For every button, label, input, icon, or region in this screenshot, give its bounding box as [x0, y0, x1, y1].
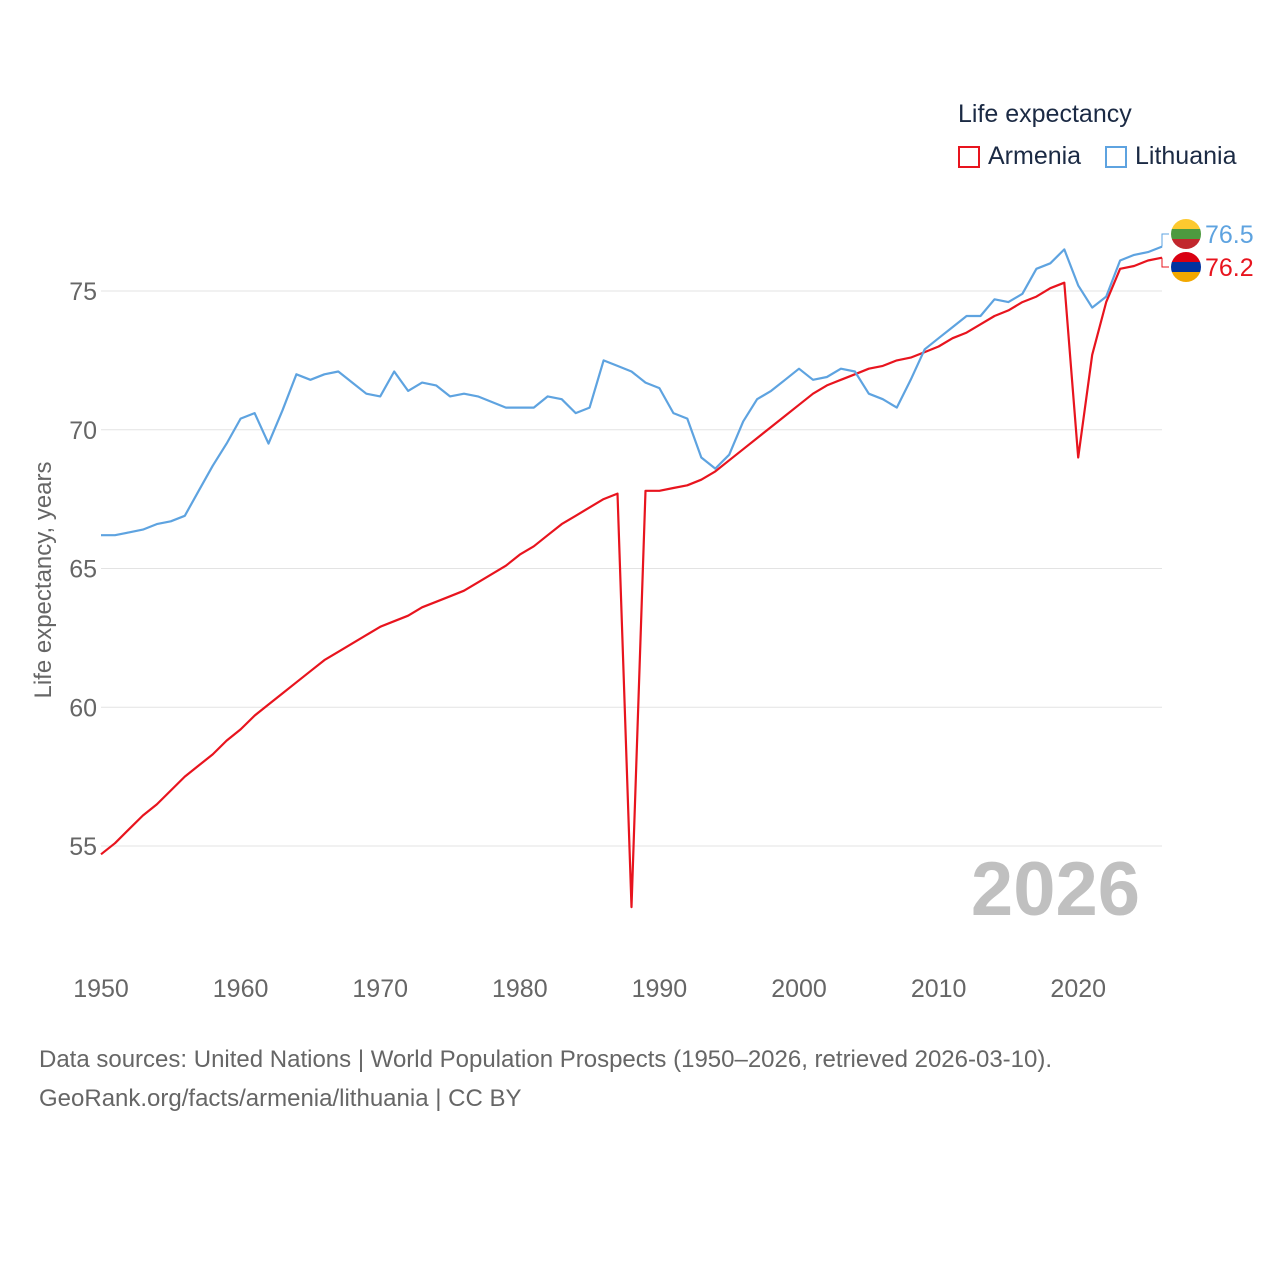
current-year-label: 2026 — [970, 847, 1140, 932]
armenia-flag-icon — [1171, 252, 1201, 282]
x-tick-label-2000: 2000 — [771, 975, 827, 1003]
y-axis-label: Life expectancy, years — [30, 461, 57, 698]
x-tick-label-2020: 2020 — [1050, 975, 1106, 1003]
legend-swatch-armenia — [958, 145, 980, 168]
x-tick-label-1990: 1990 — [632, 975, 688, 1003]
legend-label-armenia: Armenia — [988, 142, 1082, 170]
legend-swatch-lithuania — [1105, 145, 1127, 168]
attribution-link[interactable]: GeoRank.org/facts/armenia/lithuania | CC… — [39, 1085, 522, 1112]
end-labels: 76.2 76.5 — [1161, 219, 1254, 282]
x-tick-label-1960: 1960 — [213, 975, 269, 1003]
y-tick-label-70: 70 — [69, 417, 97, 445]
legend-item-lithuania[interactable]: Lithuania — [1105, 142, 1236, 171]
legend-item-armenia[interactable]: Armenia — [958, 142, 1081, 171]
x-tick-label-1950: 1950 — [73, 975, 129, 1003]
y-tick-label-75: 75 — [69, 278, 97, 306]
series-line-armenia[interactable] — [100, 256, 1163, 909]
y-tick-label-65: 65 — [69, 556, 97, 584]
lithuania-flag-icon — [1171, 219, 1201, 249]
y-tick-label-60: 60 — [69, 694, 97, 722]
legend-title: Life expectancy — [958, 100, 1132, 128]
y-axis-ticks: 55 60 65 70 75 — [69, 278, 97, 861]
x-tick-label-1970: 1970 — [352, 975, 408, 1003]
end-connector-armenia — [1161, 257, 1169, 268]
x-axis-ticks: 1950 1960 1970 1980 1990 2000 2010 2020 — [73, 975, 1106, 1003]
series-lines — [100, 245, 1163, 909]
x-tick-label-2010: 2010 — [911, 975, 967, 1003]
end-value-label-lithuania: 76.5 — [1205, 221, 1254, 249]
legend-label-lithuania: Lithuania — [1135, 142, 1237, 170]
series-line-lithuania[interactable] — [101, 245, 1163, 537]
x-tick-label-1980: 1980 — [492, 975, 548, 1003]
end-value-label-armenia: 76.2 — [1205, 254, 1254, 282]
y-tick-label-55: 55 — [69, 833, 97, 861]
end-connector-lithuania — [1161, 233, 1169, 247]
grid-lines — [101, 290, 1162, 847]
data-source-note: Data sources: United Nations | World Pop… — [39, 1046, 1053, 1073]
